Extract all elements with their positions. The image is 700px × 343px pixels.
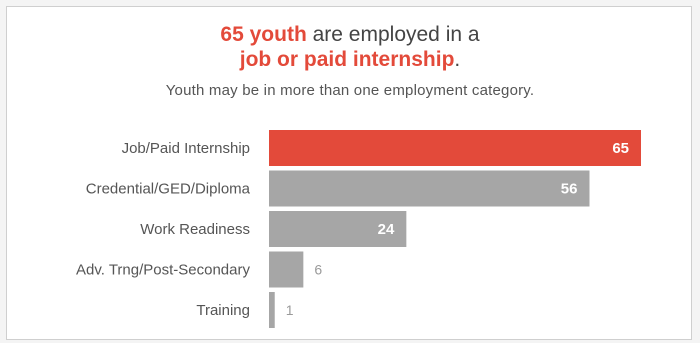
bar-2: [269, 170, 590, 207]
bar-3: [269, 211, 407, 247]
title-middle: are employed in a: [306, 23, 480, 46]
category-label: Work Readiness: [140, 221, 250, 238]
value-label: 6: [314, 262, 322, 278]
category-label: Credential/GED/Diploma: [86, 181, 251, 198]
title-highlight: job or paid internship: [239, 48, 455, 71]
title-number: 65 youth: [220, 23, 307, 46]
category-label: Job/Paid Internship: [122, 140, 250, 157]
value-label: 24: [378, 221, 395, 238]
value-label: 65: [612, 140, 629, 157]
category-label: Adv. Trng/Post-Secondary: [76, 262, 250, 279]
value-label: 1: [286, 302, 294, 318]
category-label: Training: [196, 302, 250, 319]
value-label: 56: [561, 181, 578, 198]
chart-title: 65 youth are employed in a job or paid i…: [0, 22, 700, 72]
bar-4: [269, 251, 304, 288]
bar-5: [269, 292, 275, 328]
title-end: .: [454, 48, 461, 71]
bar-1: [269, 130, 641, 166]
chart-subtitle: Youth may be in more than one employment…: [165, 82, 535, 99]
